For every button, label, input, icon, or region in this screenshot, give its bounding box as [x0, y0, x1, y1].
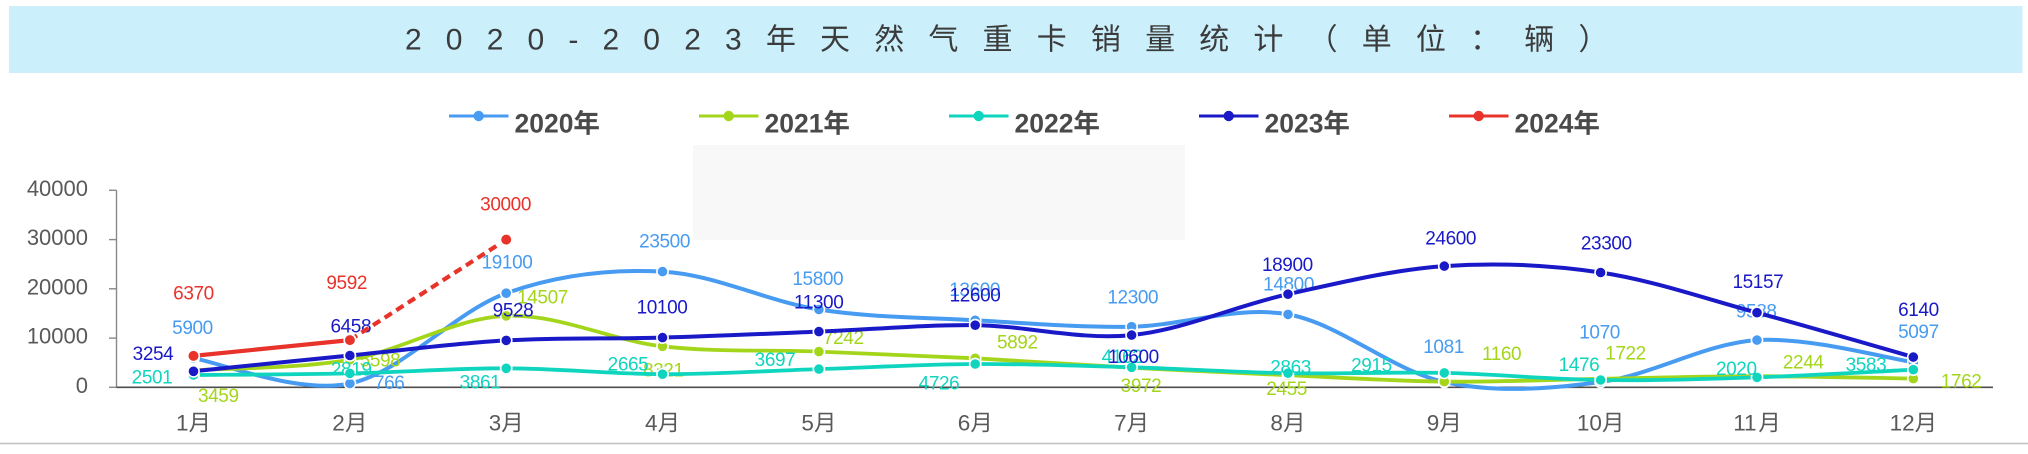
svg-text:1: 1 [176, 411, 189, 436]
svg-text:5: 5 [801, 411, 814, 436]
svg-text:10000: 10000 [27, 324, 88, 349]
svg-text:30000: 30000 [27, 225, 88, 250]
svg-text:5900: 5900 [172, 318, 213, 339]
svg-text:3972: 3972 [1121, 376, 1162, 397]
svg-text:7: 7 [1114, 411, 1127, 436]
svg-text:0: 0 [528, 24, 545, 57]
svg-text:10100: 10100 [637, 297, 688, 318]
svg-text:2020: 2020 [515, 109, 574, 139]
svg-text:4162: 4162 [1102, 347, 1143, 368]
svg-text:7242: 7242 [823, 328, 864, 349]
svg-text:3697: 3697 [755, 350, 796, 371]
svg-text:3254: 3254 [133, 344, 175, 365]
svg-text:2020: 2020 [1716, 359, 1757, 380]
svg-text:15800: 15800 [792, 269, 843, 290]
svg-text:1081: 1081 [1423, 337, 1464, 358]
svg-text:14507: 14507 [517, 288, 568, 309]
svg-text:2455: 2455 [1266, 379, 1307, 400]
svg-text:2021: 2021 [765, 109, 824, 139]
svg-text:1722: 1722 [1605, 343, 1646, 364]
svg-text:3861: 3861 [460, 373, 501, 394]
svg-text:5097: 5097 [1898, 322, 1939, 343]
svg-text:30000: 30000 [480, 195, 531, 216]
svg-text:1070: 1070 [1579, 322, 1620, 343]
svg-text:1476: 1476 [1559, 355, 1600, 376]
svg-text:2022: 2022 [1015, 109, 1074, 139]
svg-text:8: 8 [1270, 411, 1283, 436]
svg-text:6370: 6370 [173, 283, 214, 304]
svg-text:2023: 2023 [1265, 109, 1324, 139]
svg-text:11: 11 [1733, 411, 1756, 436]
svg-text:24600: 24600 [1425, 229, 1476, 250]
svg-text:9: 9 [1427, 411, 1440, 436]
svg-text:6: 6 [958, 411, 971, 436]
svg-text:3459: 3459 [198, 386, 239, 407]
svg-text:5892: 5892 [997, 332, 1038, 353]
svg-text:10: 10 [1577, 411, 1602, 436]
svg-text:1762: 1762 [1941, 372, 1982, 393]
svg-text:2501: 2501 [132, 367, 173, 388]
svg-text:-: - [568, 24, 578, 57]
svg-text:13600: 13600 [949, 280, 1000, 301]
svg-text:23300: 23300 [1581, 234, 1632, 255]
svg-text:18900: 18900 [1262, 255, 1313, 276]
svg-text:12: 12 [1890, 411, 1915, 436]
svg-text:10600: 10600 [1108, 347, 1159, 368]
svg-text:2: 2 [603, 24, 620, 57]
svg-text:23500: 23500 [639, 232, 690, 253]
svg-text:0: 0 [446, 24, 463, 57]
svg-text:12300: 12300 [1107, 288, 1158, 309]
svg-text:2863: 2863 [1270, 358, 1311, 379]
svg-text:0: 0 [76, 373, 88, 398]
svg-text:1160: 1160 [1482, 344, 1521, 365]
svg-text:2: 2 [487, 24, 504, 57]
svg-text:2665: 2665 [608, 355, 649, 376]
svg-text:4726: 4726 [919, 373, 960, 394]
svg-text:2244: 2244 [1783, 353, 1825, 374]
svg-text:2024: 2024 [1515, 109, 1574, 139]
svg-text:40000: 40000 [27, 176, 88, 201]
svg-text:2: 2 [405, 24, 422, 57]
svg-text:6140: 6140 [1898, 300, 1939, 321]
svg-text:2: 2 [332, 411, 345, 436]
svg-text:3583: 3583 [1846, 355, 1887, 376]
svg-text:3: 3 [489, 411, 502, 436]
svg-text:3: 3 [725, 24, 742, 57]
svg-text:5598: 5598 [360, 351, 401, 372]
svg-text:20000: 20000 [27, 274, 88, 299]
svg-text:4: 4 [645, 411, 658, 436]
svg-text:9592: 9592 [326, 273, 367, 294]
svg-text:2: 2 [684, 24, 701, 57]
svg-text:2819: 2819 [331, 360, 372, 381]
svg-text:15157: 15157 [1732, 272, 1783, 293]
svg-text:766: 766 [374, 373, 405, 394]
svg-text:19100: 19100 [482, 252, 533, 273]
svg-text:12600: 12600 [950, 286, 1001, 307]
svg-text:11300: 11300 [794, 292, 843, 313]
svg-text:2915: 2915 [1351, 356, 1392, 377]
svg-text:9528: 9528 [493, 301, 534, 322]
svg-text:0: 0 [643, 24, 660, 57]
